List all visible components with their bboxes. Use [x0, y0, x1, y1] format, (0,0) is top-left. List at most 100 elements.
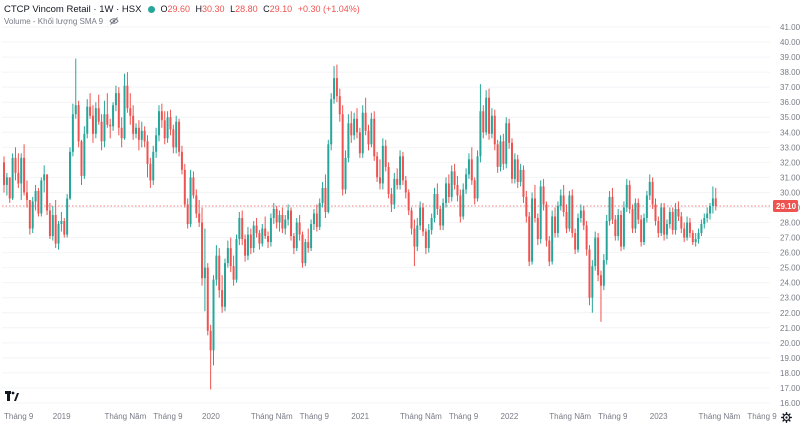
- candle: [456, 175, 459, 202]
- candle: [223, 258, 226, 312]
- candle: [470, 147, 473, 185]
- candle: [201, 207, 204, 286]
- candle: [157, 105, 160, 142]
- price-tick-label: 18.00: [780, 369, 800, 378]
- price-tick-label: 35.00: [780, 113, 800, 122]
- candle: [505, 117, 508, 169]
- candle: [706, 207, 709, 223]
- candle: [364, 97, 367, 136]
- candle: [20, 153, 23, 200]
- candle: [89, 93, 92, 119]
- candle: [625, 178, 628, 212]
- candle: [14, 147, 17, 181]
- candle: [694, 233, 697, 247]
- candle: [367, 124, 370, 151]
- candle: [585, 221, 588, 256]
- open-label: O: [160, 4, 168, 14]
- candle: [17, 153, 20, 188]
- candle: [232, 255, 235, 286]
- candle: [295, 218, 298, 252]
- candle: [488, 88, 491, 140]
- candle: [290, 207, 292, 241]
- candle: [238, 211, 241, 246]
- price-tick-label: 36.00: [780, 98, 800, 107]
- candle: [381, 138, 384, 190]
- time-tick-label: Tháng Năm: [400, 412, 442, 421]
- time-tick-label: Tháng 9: [300, 412, 330, 421]
- candle: [198, 199, 201, 228]
- time-axis[interactable]: Tháng 9 2019 Tháng Năm Tháng 9 2020 Tháng Năm…: [4, 412, 777, 421]
- candle: [146, 135, 149, 178]
- candle: [344, 150, 347, 194]
- tradingview-logo-icon[interactable]: [5, 388, 19, 401]
- candle: [545, 201, 548, 247]
- candle: [522, 165, 525, 203]
- candle: [281, 207, 284, 234]
- candle: [617, 208, 620, 241]
- chart-legend: CTCP Vincom Retail · 1W · HSX O29.60 H30…: [4, 3, 360, 16]
- candle: [226, 240, 229, 268]
- candle: [330, 93, 333, 151]
- candle: [691, 230, 694, 246]
- candle: [324, 174, 327, 219]
- hidden-eye-icon[interactable]: [109, 17, 119, 27]
- settings-gear-icon[interactable]: [781, 410, 792, 423]
- candle: [341, 105, 344, 196]
- candle: [298, 215, 301, 241]
- candle: [413, 219, 416, 267]
- candle: [3, 156, 5, 193]
- candle: [444, 177, 447, 208]
- candle: [533, 184, 536, 223]
- candle: [637, 198, 640, 225]
- candle: [252, 221, 255, 253]
- candle: [272, 202, 275, 225]
- candle: [60, 211, 63, 232]
- candle: [594, 231, 597, 271]
- candle: [551, 210, 554, 265]
- candle: [310, 219, 313, 252]
- close-label: C: [263, 4, 270, 14]
- symbol-title[interactable]: CTCP Vincom Retail · 1W · HSX: [4, 4, 142, 15]
- candle: [203, 228, 206, 312]
- candle: [261, 224, 264, 247]
- candle: [622, 201, 625, 250]
- candle: [588, 245, 591, 306]
- candle: [40, 177, 43, 217]
- candle: [602, 254, 605, 291]
- candle: [31, 196, 34, 234]
- candle: [410, 207, 413, 235]
- candle: [321, 181, 324, 208]
- candle: [160, 103, 163, 128]
- candle: [447, 174, 450, 203]
- price-tick-label: 38.00: [780, 68, 800, 77]
- volume-indicator-legend[interactable]: Volume - Khối lượng SMA 9: [4, 17, 119, 27]
- candle: [269, 213, 272, 247]
- candle: [554, 207, 557, 238]
- candle: [338, 88, 341, 122]
- candle: [430, 213, 433, 235]
- candle: [510, 138, 513, 184]
- candle: [51, 205, 54, 241]
- candle: [46, 174, 49, 215]
- price-tick-label: 37.00: [780, 83, 800, 92]
- candle: [235, 234, 238, 283]
- candle: [57, 221, 60, 250]
- open-value: 29.60: [167, 4, 191, 14]
- candle: [660, 202, 663, 237]
- candle: [574, 228, 577, 255]
- candle: [48, 202, 51, 240]
- candle: [264, 216, 267, 240]
- price-axis[interactable]: 41.00 40.00 39.00 38.00 37.00 36.00 35.00 34.00…: [773, 23, 800, 408]
- candle: [671, 207, 674, 235]
- time-tick-label: 2019: [53, 412, 71, 421]
- candle: [137, 120, 140, 151]
- candle: [611, 187, 614, 225]
- candle: [683, 222, 686, 243]
- time-tick-label: Tháng Năm: [104, 412, 146, 421]
- market-status-dot: [147, 5, 155, 13]
- price-tick-label: 27.00: [780, 234, 800, 243]
- candle: [680, 211, 683, 234]
- candle: [513, 153, 516, 184]
- candle: [255, 218, 258, 238]
- candle: [5, 172, 8, 196]
